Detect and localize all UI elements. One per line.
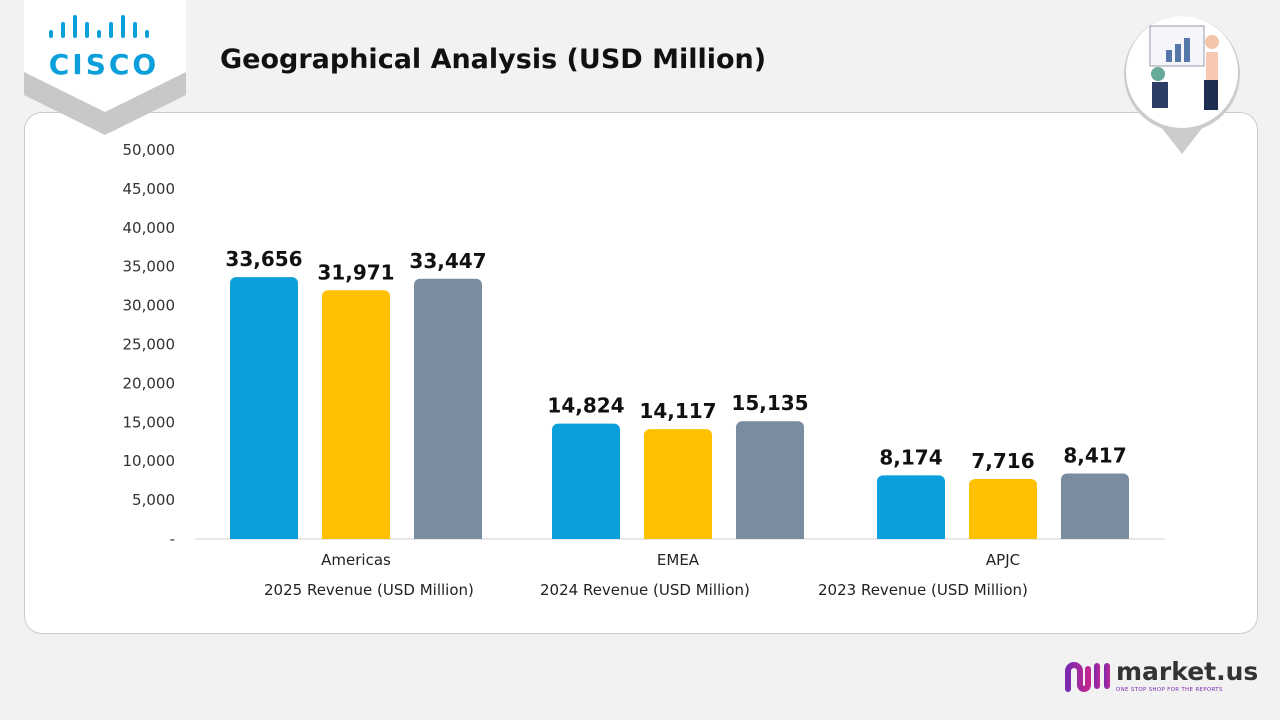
y-tick-label: 5,000 — [132, 491, 175, 509]
data-label: 8,174 — [879, 445, 942, 469]
bar — [969, 478, 1037, 539]
data-label: 14,117 — [639, 399, 716, 423]
x-tick-label: EMEA — [657, 551, 700, 569]
bar — [644, 429, 712, 539]
data-label: 8,417 — [1063, 444, 1126, 468]
y-tick-label: 20,000 — [123, 374, 176, 392]
legend-item-2024: 2024 Revenue (USD Million) — [540, 581, 750, 599]
legend-item-2025: 2025 Revenue (USD Million) — [264, 581, 474, 599]
x-tick-label: Americas — [321, 551, 391, 569]
data-label: 33,656 — [225, 247, 302, 271]
x-tick-label: APJC — [986, 551, 1020, 569]
cisco-logo: CISCO — [24, 0, 186, 135]
brand-text: market.us — [1116, 657, 1259, 686]
y-tick-label: 35,000 — [123, 258, 176, 276]
bar — [877, 475, 945, 539]
data-label: 31,971 — [317, 260, 394, 284]
bar — [1061, 473, 1129, 539]
y-tick-label: 50,000 — [123, 141, 176, 159]
data-label: 14,824 — [547, 394, 624, 418]
y-tick-label: - — [170, 530, 175, 548]
marketus-icon — [1065, 662, 1110, 692]
y-tick-label: 25,000 — [123, 336, 176, 354]
y-tick-label: 45,000 — [123, 180, 176, 198]
bar — [230, 277, 298, 539]
y-tick-label: 30,000 — [123, 297, 176, 315]
data-label: 7,716 — [971, 449, 1034, 473]
bar — [322, 290, 390, 539]
bar — [736, 421, 804, 539]
presenter-illustration — [1124, 16, 1240, 154]
chart-card — [24, 112, 1258, 634]
svg-text:CISCO: CISCO — [49, 48, 159, 81]
bar — [552, 423, 620, 539]
y-tick-label: 40,000 — [123, 219, 176, 237]
brand-tagline: ONE STOP SHOP FOR THE REPORTS — [1116, 687, 1223, 693]
data-label: 33,447 — [409, 249, 486, 273]
data-label: 15,135 — [731, 391, 808, 415]
page-title: Geographical Analysis (USD Million) — [220, 44, 767, 75]
legend-item-2023: 2023 Revenue (USD Million) — [818, 581, 1028, 599]
marketus-logo: market.us ONE STOP SHOP FOR THE REPORTS — [1064, 658, 1258, 694]
bar — [414, 278, 482, 539]
y-tick-label: 15,000 — [123, 413, 176, 431]
y-tick-label: 10,000 — [123, 452, 176, 470]
